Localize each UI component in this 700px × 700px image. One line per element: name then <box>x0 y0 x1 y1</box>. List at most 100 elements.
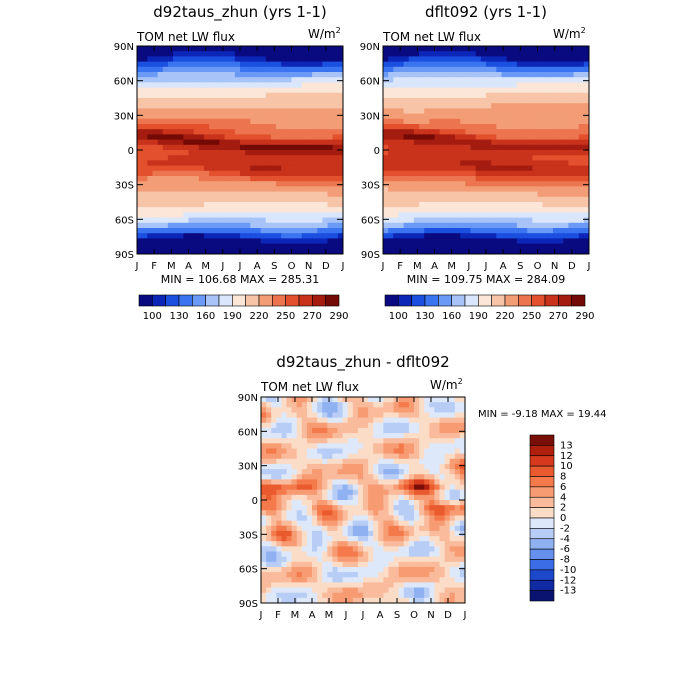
field-cell <box>183 87 190 94</box>
field-cell <box>183 222 190 229</box>
field-cell <box>383 191 389 198</box>
field-cell <box>266 463 272 470</box>
field-cell <box>470 118 477 125</box>
field-cell <box>578 61 585 68</box>
field-cell <box>496 248 503 254</box>
field-cell <box>322 233 329 239</box>
field-cell <box>240 51 246 57</box>
field-cell <box>188 46 195 52</box>
field-cell <box>403 458 410 465</box>
field-cell <box>429 587 435 594</box>
field-cell <box>188 118 195 125</box>
field-cell <box>234 202 241 208</box>
field-cell <box>439 505 446 511</box>
field-cell <box>429 592 435 599</box>
field-cell <box>357 412 364 419</box>
field-cell <box>270 124 277 130</box>
field-cell <box>229 165 236 172</box>
field-cell <box>480 92 487 99</box>
field-cell <box>327 165 334 172</box>
field-cell <box>486 186 492 193</box>
field-cell <box>245 113 251 120</box>
field-cell <box>388 551 395 558</box>
field-cell <box>403 181 410 187</box>
field-cell <box>193 51 200 57</box>
field-cell <box>563 108 569 115</box>
field-cell <box>255 72 262 78</box>
field-cell <box>439 72 446 78</box>
field-cell <box>327 56 334 63</box>
field-cell <box>286 520 293 527</box>
field-cell <box>419 525 425 532</box>
field-cell <box>388 561 395 568</box>
field-cell <box>214 66 220 73</box>
field-cell <box>563 144 569 151</box>
x-tick-label: S <box>517 261 523 272</box>
field-cell <box>449 243 456 250</box>
colorbar-swatch <box>571 294 586 307</box>
field-cell <box>137 155 143 161</box>
field-cell <box>332 520 339 527</box>
field-cell <box>219 98 226 104</box>
field-cell <box>419 202 425 208</box>
y-tick-label: 90S <box>115 250 134 261</box>
field-cell <box>419 427 425 434</box>
field-cell <box>403 139 410 146</box>
field-cell <box>434 134 441 141</box>
field-cell <box>403 61 410 68</box>
field-cell <box>260 238 267 245</box>
field-cell <box>188 77 195 83</box>
field-cell <box>240 113 246 120</box>
field-cell <box>455 61 461 68</box>
field-cell <box>465 66 472 73</box>
field-cell <box>234 82 241 89</box>
field-cell <box>393 525 400 532</box>
field-cell <box>327 155 334 161</box>
field-cell <box>568 238 575 245</box>
field-cell <box>357 520 364 527</box>
field-cell <box>444 238 451 245</box>
field-cell <box>583 129 589 135</box>
field-cell <box>276 443 282 450</box>
field-cell <box>301 417 308 424</box>
field-cell <box>357 422 364 429</box>
field-cell <box>306 505 313 511</box>
field-cell <box>157 228 164 234</box>
field-cell <box>491 228 497 234</box>
field-cell <box>276 134 282 141</box>
field-cell <box>142 181 148 187</box>
field-cell <box>301 160 308 167</box>
field-cell <box>178 129 184 135</box>
field-cell <box>260 160 267 167</box>
field-cell <box>286 582 293 589</box>
field-cell <box>173 222 179 229</box>
field-cell <box>317 443 323 450</box>
field-cell <box>193 87 200 94</box>
field-cell <box>327 494 333 501</box>
field-cell <box>429 144 436 151</box>
field-cell <box>276 124 282 130</box>
field-cell <box>266 520 272 527</box>
field-cell <box>312 103 318 109</box>
field-cell <box>188 124 195 130</box>
field-cell <box>363 484 369 491</box>
field-cell <box>157 212 164 219</box>
field-cell <box>162 113 169 120</box>
colorbar-swatch <box>258 294 273 307</box>
field-cell <box>568 46 575 52</box>
field-cell <box>363 407 369 414</box>
field-cell <box>460 134 466 141</box>
field-cell <box>260 61 267 68</box>
field-cell <box>388 453 395 460</box>
field-cell <box>301 144 308 151</box>
field-cell <box>460 150 466 156</box>
field-cell <box>327 582 333 589</box>
field-cell <box>291 536 298 542</box>
field-cell <box>266 469 272 475</box>
field-cell <box>537 238 544 245</box>
field-cell <box>470 129 477 135</box>
field-cell <box>373 556 379 563</box>
field-cell <box>434 118 441 125</box>
field-cell <box>250 46 257 52</box>
field-cell <box>317 505 323 511</box>
